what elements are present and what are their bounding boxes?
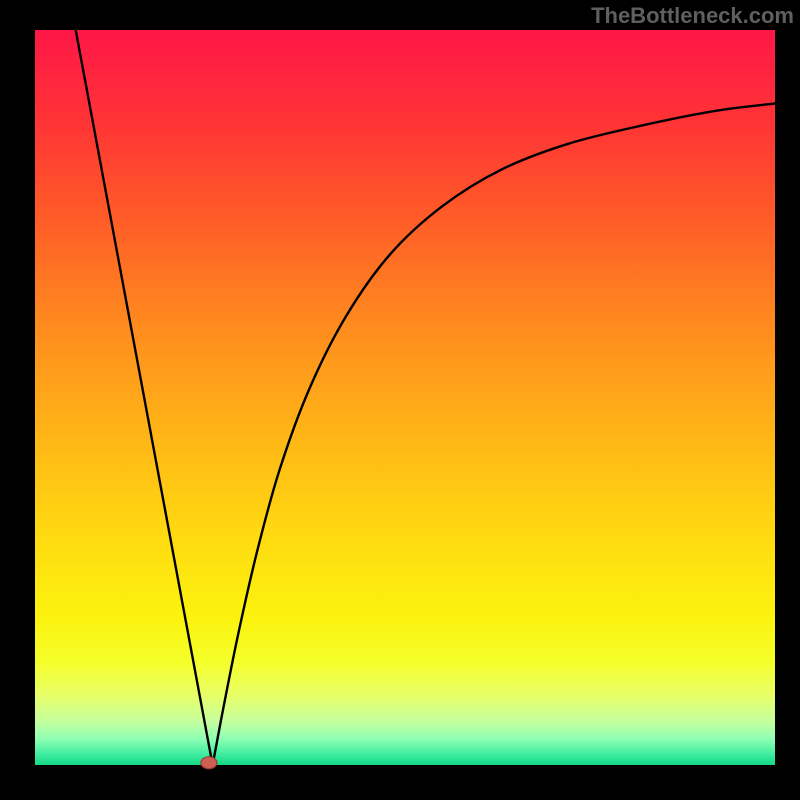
bottleneck-chart-svg [0, 0, 800, 800]
watermark-text: TheBottleneck.com [591, 3, 794, 29]
plot-background-gradient [35, 30, 775, 765]
chart-canvas: TheBottleneck.com [0, 0, 800, 800]
minimum-marker-dot [201, 757, 217, 769]
